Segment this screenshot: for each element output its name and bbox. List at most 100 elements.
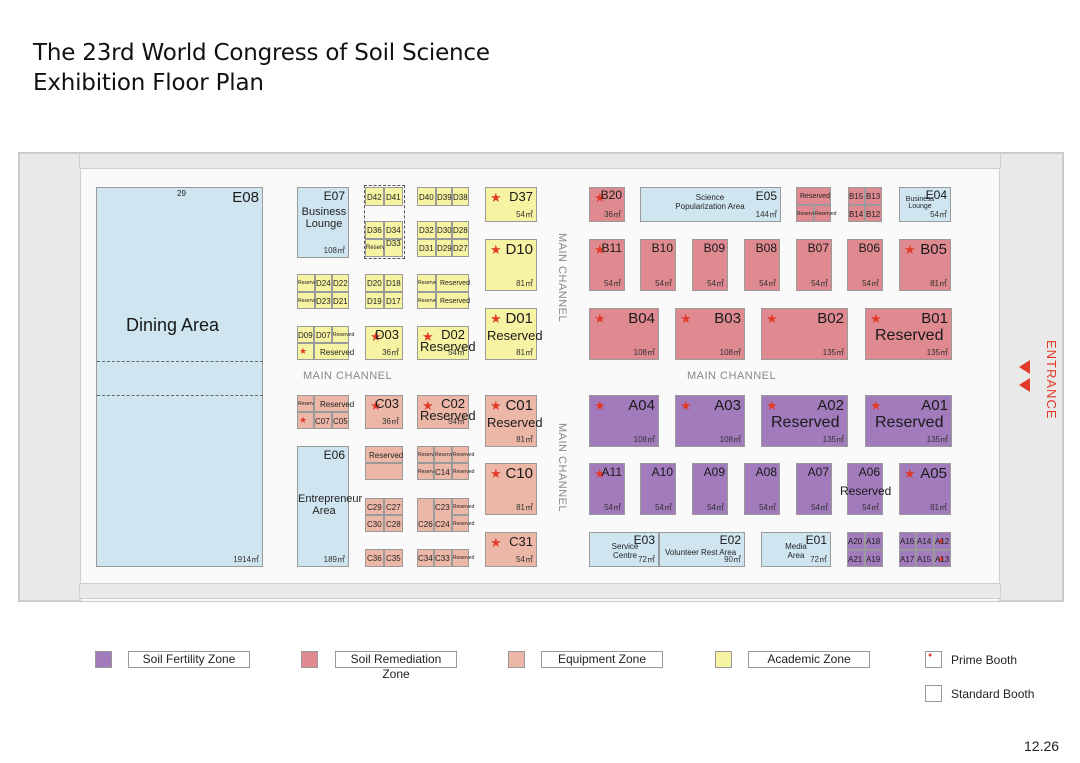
booth-d10[interactable]: ★ D10 81㎡ (485, 239, 537, 291)
booth-reserved[interactable]: Reserved (417, 446, 439, 463)
booth-a09[interactable]: A09 54㎡ (692, 463, 728, 515)
booth-e07[interactable]: E07 Business Lounge 108㎡ (297, 187, 349, 258)
booth-d19[interactable]: D19 (365, 292, 384, 309)
booth-reserved[interactable]: Reserved (434, 446, 456, 463)
booth-b05[interactable]: ★ B05 81㎡ (899, 239, 951, 291)
booth-reserved[interactable]: Reserved (436, 292, 470, 309)
booth-reserved[interactable]: Reserved (297, 274, 319, 292)
booth-reserved[interactable]: Reserved (314, 395, 354, 412)
booth-b10[interactable]: B10 54㎡ (640, 239, 676, 291)
booth-c03[interactable]: ★ C03 36㎡ (365, 395, 403, 429)
booth-reserved[interactable]: ★ (297, 343, 314, 360)
booth-reserved[interactable]: Reserved (417, 292, 439, 309)
booth-b20[interactable]: ★ B20 36㎡ (589, 187, 625, 222)
booth-d03[interactable]: ★ D03 36㎡ (365, 326, 403, 360)
booth-e01[interactable]: E01 Media Area 72㎡ (761, 532, 831, 567)
booth-d34[interactable]: D34 (384, 221, 403, 239)
booth-c34[interactable]: C34 (417, 549, 434, 567)
booth-a11[interactable]: ★ A11 54㎡ (589, 463, 625, 515)
booth-a08[interactable]: A08 54㎡ (744, 463, 780, 515)
booth-d28[interactable]: D28 (452, 221, 469, 239)
booth-e02[interactable]: E02 Volunteer Rest Area 90㎡ (659, 532, 745, 567)
booth-d07[interactable]: D07 (314, 326, 332, 343)
booth-d29[interactable]: D29 (436, 239, 452, 257)
dining-area[interactable]: 29 E08 Dining Area 1914㎡ (96, 187, 263, 567)
booth-b08[interactable]: B08 54㎡ (744, 239, 780, 291)
booth-b12[interactable]: B12 (865, 205, 882, 222)
booth-b07[interactable]: B07 54㎡ (796, 239, 832, 291)
booth-a13[interactable]: ★ A13 (934, 550, 951, 567)
booth-a04[interactable]: ★ A04 108㎡ (589, 395, 659, 447)
booth-a15[interactable]: A15 (916, 550, 934, 567)
booth-reserved[interactable]: Reserved (365, 239, 392, 257)
booth-d27[interactable]: D27 (452, 239, 469, 257)
booth-b15[interactable]: B15 (848, 187, 865, 205)
booth-d23[interactable]: D23 (315, 292, 332, 309)
booth-a05[interactable]: ★ A05 81㎡ (899, 463, 951, 515)
booth-a10[interactable]: A10 54㎡ (640, 463, 676, 515)
booth-reserved[interactable]: Reserved (314, 343, 354, 360)
booth-reserved[interactable]: Reserved (452, 498, 474, 515)
booth-d02[interactable]: ★ D02 Reserved 54㎡ (417, 326, 476, 360)
booth-d40[interactable]: D40 (417, 187, 436, 206)
booth-b01[interactable]: ★ B01 Reserved 135㎡ (865, 308, 952, 360)
booth-d22[interactable]: D22 (332, 274, 349, 292)
booth-reserved[interactable]: Reserved (417, 463, 439, 480)
booth-d37[interactable]: ★ D37 54㎡ (485, 187, 537, 222)
booth-c31[interactable]: ★ C31 54㎡ (485, 532, 537, 567)
booth-reserved[interactable]: Reserved (452, 549, 474, 567)
booth-reserved[interactable]: Reserved (814, 205, 836, 222)
booth-reserved[interactable]: ★ (297, 412, 314, 429)
booth-a17[interactable]: A17 (899, 550, 916, 567)
booth-d39[interactable]: D39 (436, 187, 452, 206)
booth-e05[interactable]: E05 Science Popularization Area 144㎡ (640, 187, 781, 222)
booth-c29[interactable]: C29 (365, 498, 384, 515)
booth-d17[interactable]: D17 (384, 292, 403, 309)
booth-b14[interactable]: B14 (848, 205, 865, 222)
booth-d24[interactable]: D24 (315, 274, 332, 292)
booth-a12[interactable]: ★ A12 (934, 532, 951, 550)
booth-b11[interactable]: ★ B11 54㎡ (589, 239, 625, 291)
booth-b13[interactable]: B13 (865, 187, 882, 205)
booth-c10[interactable]: ★ C10 81㎡ (485, 463, 537, 515)
booth-c27[interactable]: C27 (384, 498, 403, 515)
booth-d30[interactable]: D30 (436, 221, 452, 239)
booth-c14[interactable]: C14 (434, 463, 452, 480)
booth-c01[interactable]: ★ C01 Reserved 81㎡ (485, 395, 543, 447)
booth-d32[interactable]: D32 (417, 221, 436, 239)
booth-d41[interactable]: D41 (384, 187, 403, 206)
booth-b02[interactable]: ★ B02 135㎡ (761, 308, 848, 360)
booth-reserved[interactable]: Reserved (452, 446, 474, 463)
booth-b03[interactable]: ★ B03 108㎡ (675, 308, 745, 360)
booth-a20[interactable]: A20 (847, 532, 865, 550)
booth-reserved[interactable]: Reserved (452, 463, 474, 480)
booth-d42[interactable]: D42 (365, 187, 384, 206)
booth-e06[interactable]: E06 Entrepreneur Area 189㎡ (297, 446, 362, 567)
booth-reserved[interactable]: Reserved (365, 446, 403, 463)
booth-d36[interactable]: D36 (365, 221, 384, 239)
booth-a19[interactable]: A19 (865, 550, 883, 567)
booth-c02[interactable]: ★ C02 Reserved 54㎡ (417, 395, 476, 429)
booth-a16[interactable]: A16 (899, 532, 916, 550)
booth-b04[interactable]: ★ B04 108㎡ (589, 308, 659, 360)
booth-d31[interactable]: D31 (417, 239, 436, 257)
booth-c36[interactable]: C36 (365, 549, 384, 567)
booth-a03[interactable]: ★ A03 108㎡ (675, 395, 745, 447)
booth-c07[interactable]: C07 (314, 412, 332, 429)
booth-a21[interactable]: A21 (847, 550, 865, 567)
booth-c28[interactable]: C28 (384, 515, 403, 532)
booth-a07[interactable]: A07 54㎡ (796, 463, 832, 515)
booth-c26[interactable]: C26 (417, 498, 434, 532)
booth-e03[interactable]: E03 Service Centre 72㎡ (589, 532, 659, 567)
booth-c05[interactable]: C05 (332, 412, 349, 429)
booth-reserved[interactable]: Reserved (297, 292, 319, 309)
booth-a18[interactable]: A18 (865, 532, 883, 550)
booth-reserved[interactable]: Reserved (417, 274, 439, 292)
booth-reserved[interactable]: Reserved (796, 205, 818, 222)
booth-e04[interactable]: E04 Business Lounge 54㎡ (899, 187, 951, 222)
booth-reserved[interactable]: Reserved (436, 274, 470, 292)
booth-a02[interactable]: ★ A02 Reserved 135㎡ (761, 395, 848, 447)
booth-b06[interactable]: B06 54㎡ (847, 239, 883, 291)
booth-d09[interactable]: D09 (297, 326, 314, 343)
booth-c33[interactable]: C33 (434, 549, 452, 567)
